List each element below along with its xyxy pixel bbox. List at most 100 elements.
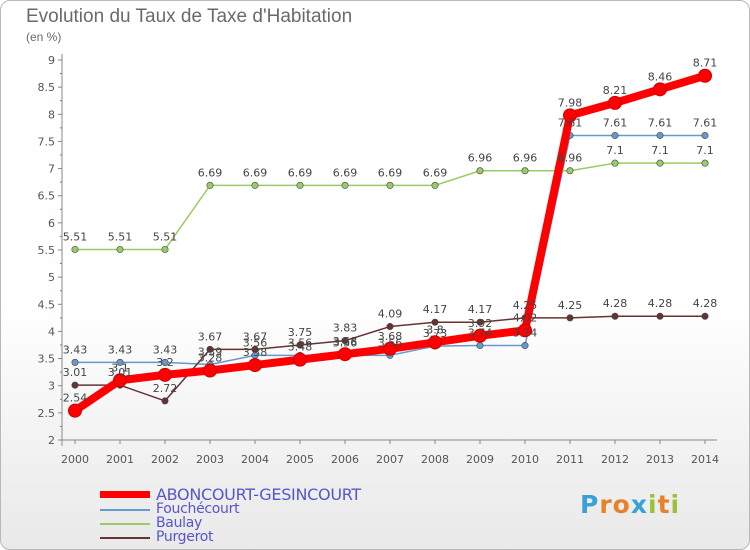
logo-letter: P — [580, 490, 600, 519]
data-label: 4.28 — [603, 297, 628, 310]
y-tick-label: 9 — [48, 54, 55, 67]
x-tick-label: 2011 — [556, 453, 584, 466]
data-label: 4.28 — [648, 297, 673, 310]
logo-letter: i — [648, 490, 658, 519]
data-point — [161, 397, 169, 405]
data-point — [608, 95, 622, 110]
data-point — [113, 373, 127, 388]
data-point — [611, 159, 619, 167]
x-tick-label: 2001 — [106, 453, 134, 466]
x-tick-label: 2012 — [601, 453, 629, 466]
data-point — [71, 381, 79, 389]
data-label: 6.96 — [558, 152, 583, 165]
data-label: 3.67 — [243, 330, 268, 343]
y-tick-label: 2 — [48, 434, 55, 447]
y-tick-label: 4 — [48, 325, 55, 338]
data-point — [656, 312, 664, 320]
series-layer — [68, 68, 712, 418]
data-label: 4.28 — [693, 297, 718, 310]
data-point — [656, 159, 664, 167]
data-point — [701, 131, 709, 139]
y-tick-label: 4.5 — [38, 298, 56, 311]
data-point — [341, 181, 349, 189]
data-label: 3.56 — [288, 336, 313, 349]
data-point — [656, 131, 664, 139]
data-label: 3.43 — [153, 343, 178, 356]
data-point — [476, 342, 484, 350]
data-label: 7.61 — [603, 116, 628, 129]
y-tick-label: 8 — [48, 108, 55, 121]
x-tick-label: 2013 — [646, 453, 674, 466]
data-label: 6.69 — [198, 166, 223, 179]
data-point — [431, 181, 439, 189]
data-point — [68, 403, 82, 418]
data-label: 6.69 — [333, 166, 358, 179]
data-label: 3.74 — [468, 327, 493, 340]
data-point — [116, 245, 124, 253]
x-tick-label: 2010 — [511, 453, 539, 466]
legend-swatch-aboncourt — [100, 491, 150, 498]
x-tick-label: 2008 — [421, 453, 449, 466]
proxiti-logo: Proxiti — [580, 490, 680, 519]
data-label: 7.98 — [558, 96, 583, 109]
data-point — [203, 363, 217, 378]
legend-label-purgerot: Purgerot — [156, 529, 214, 545]
x-tick-label: 2007 — [376, 453, 404, 466]
data-label: 6.69 — [243, 166, 268, 179]
data-label: 6.69 — [423, 166, 448, 179]
data-label: 8.46 — [648, 70, 673, 83]
legend-swatch-baulay — [100, 523, 150, 525]
data-point — [518, 323, 532, 338]
data-label: 3.1 — [111, 361, 129, 374]
data-label: 3.58 — [333, 335, 358, 348]
data-label: 7.1 — [606, 144, 624, 157]
data-label: 3.38 — [243, 346, 268, 359]
data-point — [158, 367, 172, 382]
data-label: 3.48 — [288, 341, 313, 354]
data-point — [386, 323, 394, 331]
data-point — [473, 328, 487, 343]
axes: 2 2.5 3 3.5 4 4.5 5 5.5 6 6.5 7 7.5 8 8.5 9 2000 2001 200… — [38, 54, 719, 466]
logo-letter: r — [599, 490, 613, 519]
data-label: 6.69 — [378, 166, 403, 179]
data-label: 3.2 — [156, 356, 174, 369]
data-label: 5.51 — [63, 230, 88, 243]
data-label: 5.51 — [153, 230, 178, 243]
data-point — [71, 245, 79, 253]
data-label: 8.21 — [603, 84, 628, 97]
data-label: 7.61 — [558, 116, 583, 129]
data-label: 4.09 — [378, 308, 403, 321]
data-label: 8.71 — [693, 57, 718, 70]
data-label: 3.75 — [288, 326, 313, 339]
data-label: 3.01 — [63, 366, 88, 379]
data-label: 7.1 — [696, 144, 714, 157]
y-tick-label: 5.5 — [38, 244, 56, 257]
data-point — [338, 347, 352, 362]
data-point — [428, 335, 442, 350]
data-point — [206, 181, 214, 189]
data-label: 4.02 — [513, 311, 538, 324]
data-point — [251, 345, 259, 353]
legend-label-baulay: Baulay — [156, 515, 203, 531]
data-point — [248, 358, 262, 373]
x-tick-label: 2006 — [331, 453, 359, 466]
data-point — [476, 318, 484, 326]
data-point — [161, 358, 169, 366]
data-label: 3.74 — [513, 327, 538, 340]
data-label: 3.92 — [468, 317, 493, 330]
data-label: 5.51 — [108, 230, 133, 243]
legend-swatch-fouchecourt — [100, 509, 150, 511]
data-label: 3.56 — [333, 336, 358, 349]
data-point — [701, 312, 709, 320]
data-label: 3.01 — [108, 366, 133, 379]
data-point — [161, 245, 169, 253]
x-tick-label: 2004 — [241, 453, 269, 466]
data-label: 4.17 — [468, 303, 493, 316]
data-point — [611, 312, 619, 320]
logo-letter: i — [670, 490, 681, 519]
x-tick-label: 2014 — [691, 453, 719, 466]
data-point — [296, 341, 304, 349]
y-tick-label: 3.5 — [38, 353, 56, 366]
legend-label-fouchecourt: Fouchécourt — [156, 501, 240, 517]
